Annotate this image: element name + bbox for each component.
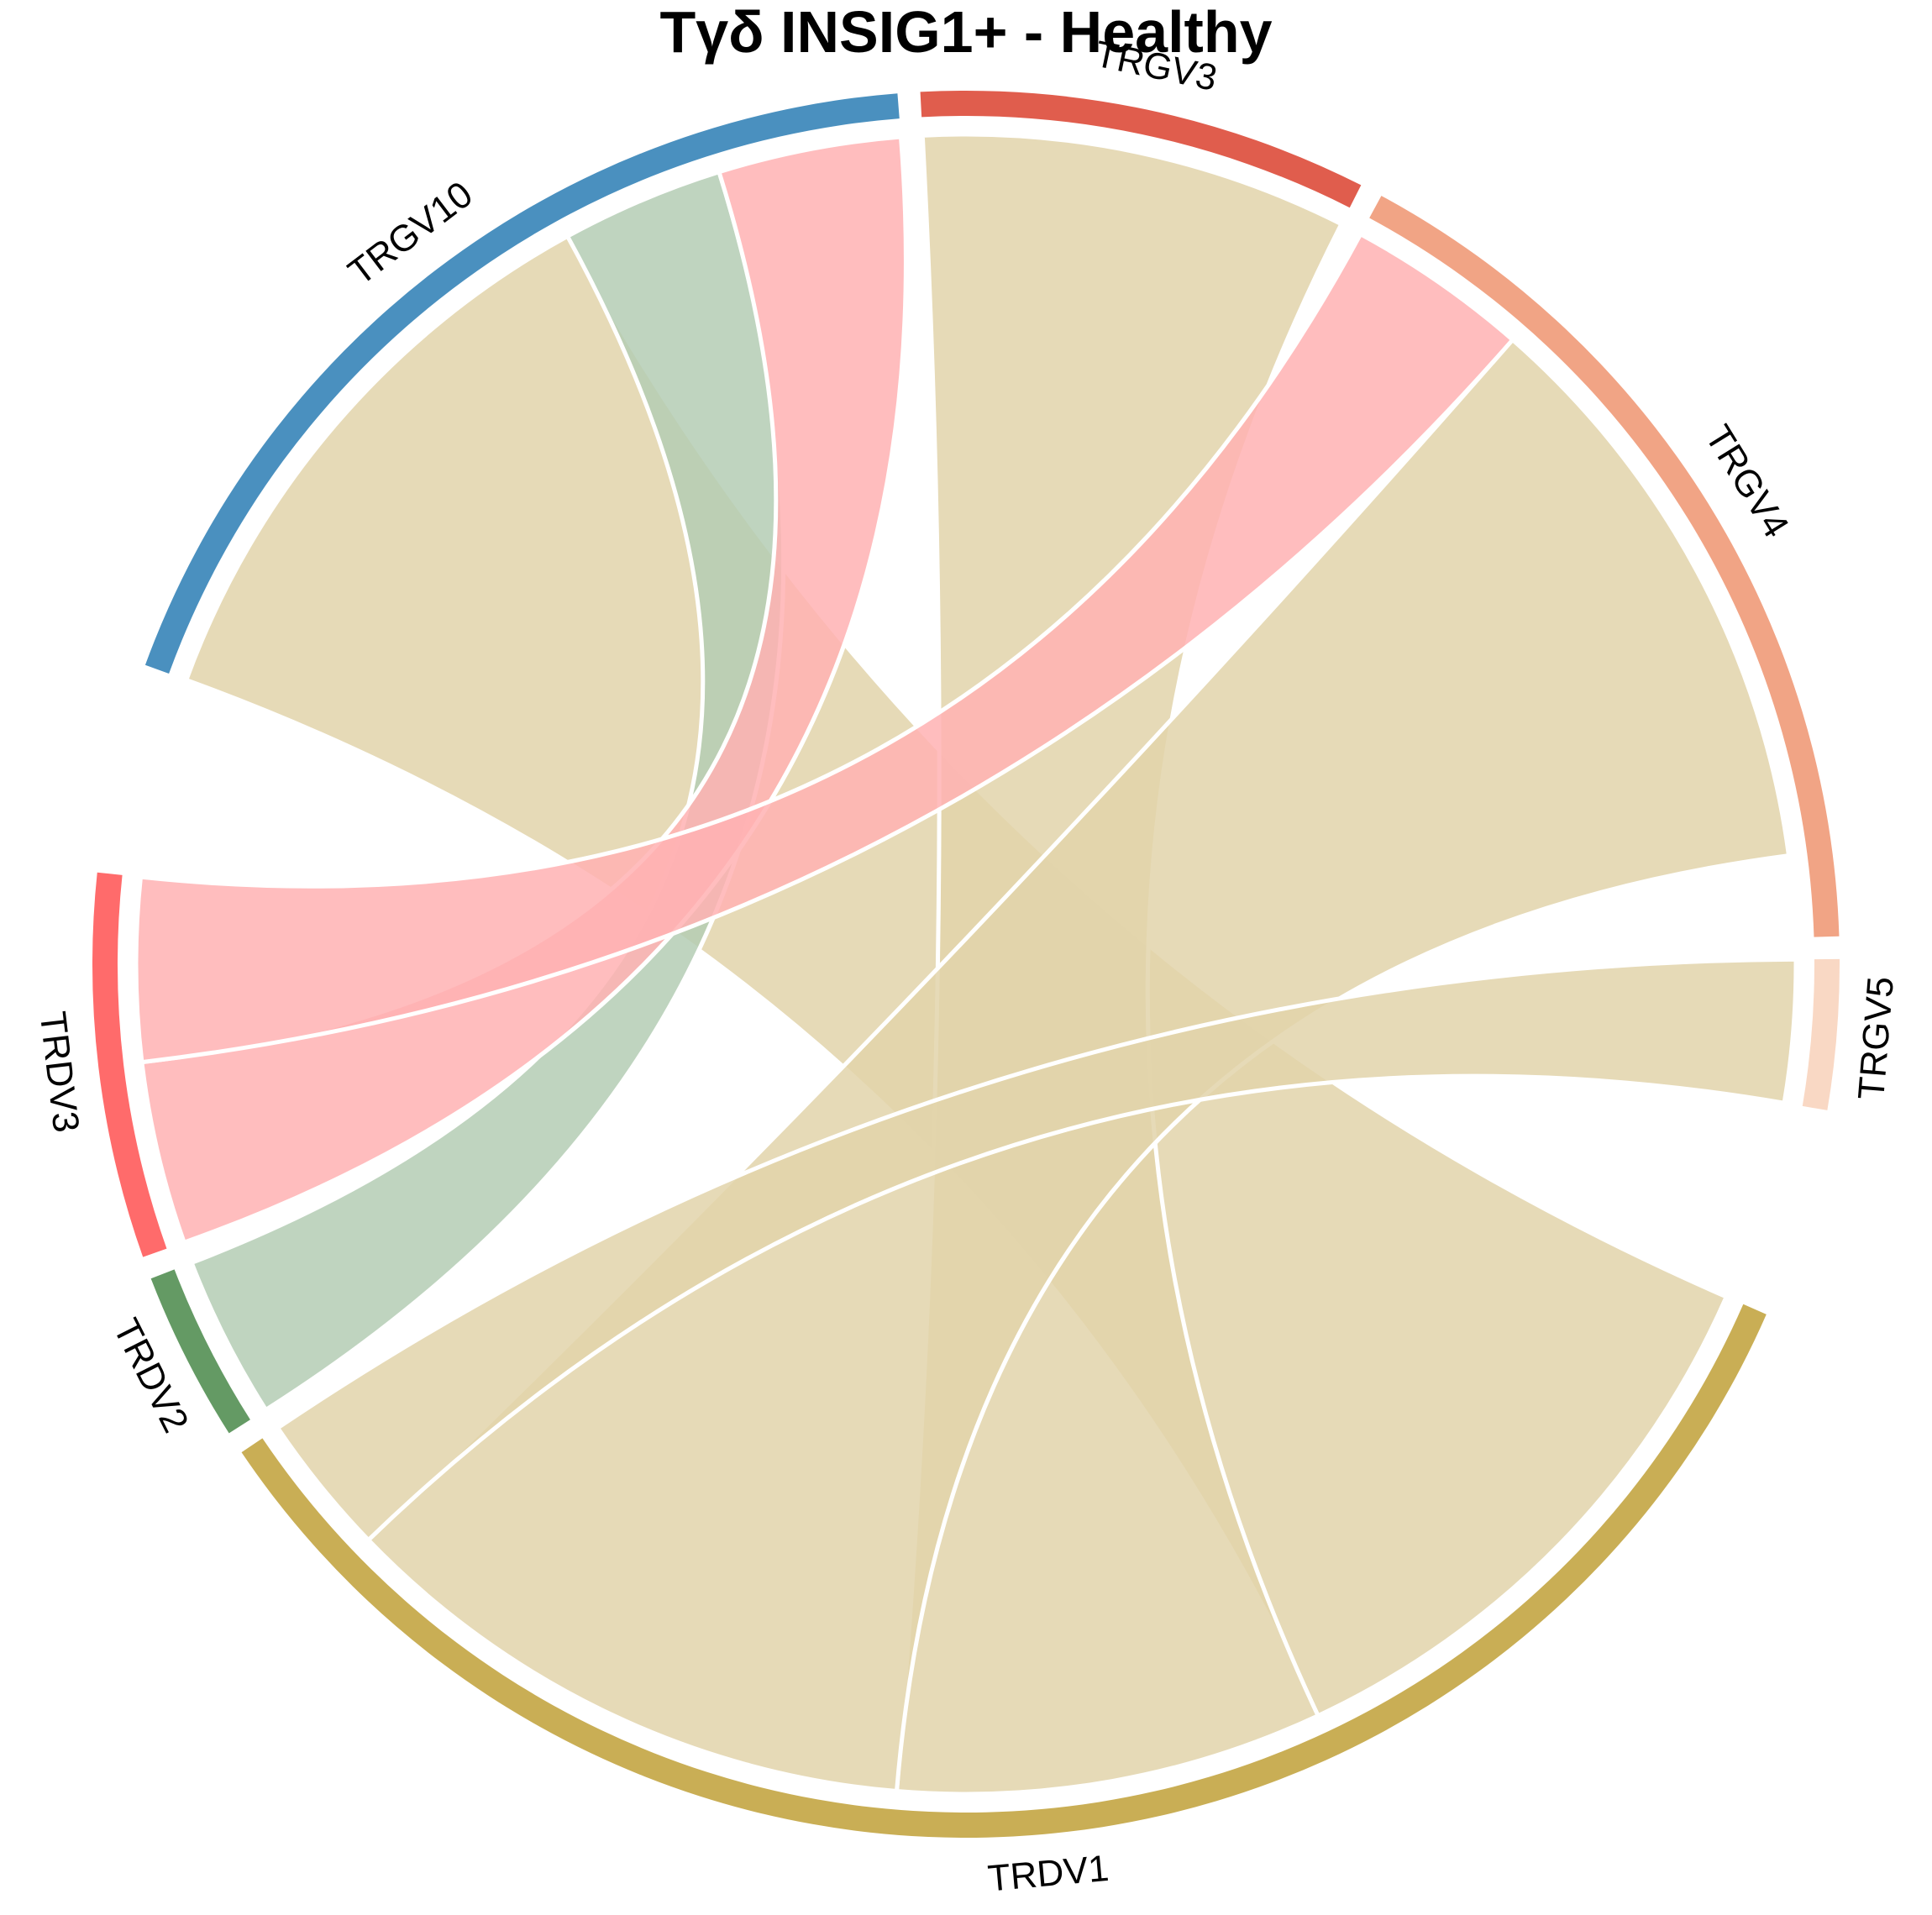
- sector-label-trgv5: TRGV5: [1851, 975, 1902, 1101]
- sector-trgv3: [920, 91, 1362, 208]
- sector-trdv1: [241, 1304, 1767, 1838]
- sector-trgv5: [1802, 958, 1840, 1110]
- sector-trdv2: [150, 1269, 250, 1434]
- sector-label-trdv1: TRDV1: [986, 1848, 1110, 1900]
- chart-title: Tγδ INSIG1+ - Healthy: [659, 0, 1273, 65]
- links-layer: [134, 132, 1798, 1797]
- sectors-layer: [92, 91, 1840, 1838]
- sector-label-trdv3: TRDV3: [32, 1010, 87, 1135]
- link-trgv4-trdv3: [134, 231, 1516, 1065]
- sector-trdv3: [92, 872, 167, 1257]
- sector-label-trgv3: TRGV3: [1091, 34, 1221, 99]
- link-trgv10-trdv3: [139, 134, 908, 1246]
- link-trgv5-trdv1: [275, 957, 1798, 1544]
